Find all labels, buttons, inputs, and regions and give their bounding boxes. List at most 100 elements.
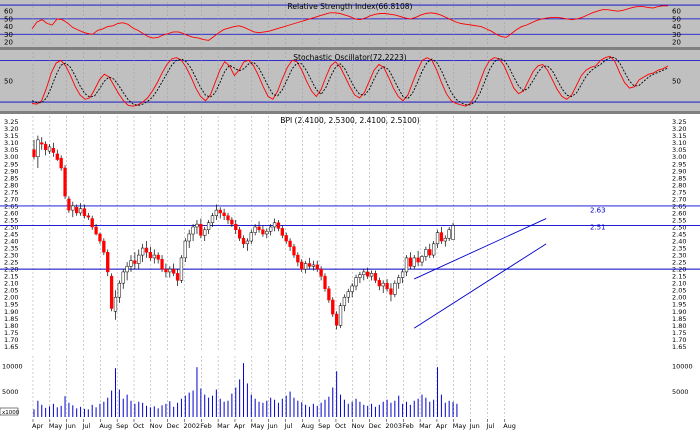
x-axis-background bbox=[0, 419, 700, 430]
candle-body bbox=[113, 296, 118, 312]
y-tick-label: 2.00 bbox=[4, 294, 18, 302]
y-tick-label: 50 bbox=[672, 78, 681, 86]
candle bbox=[416, 250, 420, 267]
y-tick-label: 2.45 bbox=[4, 231, 18, 239]
candle-body bbox=[354, 277, 358, 287]
candle bbox=[237, 226, 242, 242]
candle-body bbox=[230, 219, 234, 225]
y-tick-label: 2.55 bbox=[4, 216, 18, 224]
rsi-series bbox=[31, 5, 668, 41]
candle bbox=[296, 252, 300, 267]
candle-body bbox=[195, 223, 199, 228]
annotation-label: 2.51 bbox=[590, 224, 606, 232]
candle-body bbox=[191, 226, 195, 235]
y-tick-label: 2.30 bbox=[672, 252, 686, 260]
candle-body bbox=[276, 222, 281, 229]
y-tick-label: 20 bbox=[672, 38, 681, 46]
candle-body bbox=[272, 222, 277, 228]
y-tick-label: 2.80 bbox=[4, 181, 18, 189]
candle bbox=[71, 201, 75, 218]
x-tick-label: 2003 bbox=[385, 422, 402, 430]
candle-body bbox=[187, 233, 191, 242]
candle-body bbox=[78, 208, 83, 214]
x-tick-label: Aug bbox=[503, 422, 516, 430]
x-tick-label: Jun bbox=[469, 422, 480, 430]
y-tick-label: 1.80 bbox=[672, 322, 686, 330]
candle bbox=[32, 139, 36, 160]
volume-unit-label: x1000 bbox=[2, 410, 20, 416]
y-tick-label: 2.20 bbox=[4, 266, 18, 274]
x-tick-label: Jul bbox=[283, 422, 292, 430]
candle-body bbox=[183, 240, 187, 259]
rsi-reference-lines bbox=[0, 4, 700, 35]
candle-body bbox=[257, 226, 261, 231]
candle bbox=[214, 204, 219, 220]
candle bbox=[342, 294, 347, 312]
candle-body bbox=[439, 232, 444, 242]
candle-body bbox=[203, 229, 207, 236]
x-tick-label: Mar bbox=[217, 422, 230, 430]
candle bbox=[113, 290, 118, 320]
candle-body bbox=[253, 226, 257, 233]
stochastic-axis-ticks: 50 50 bbox=[4, 78, 681, 86]
candle bbox=[346, 288, 350, 303]
trend-line bbox=[413, 243, 547, 329]
candle-body bbox=[311, 264, 316, 267]
y-tick-label: 2.75 bbox=[672, 188, 686, 196]
y-tick-label: 5000 bbox=[672, 388, 689, 396]
x-tick-label: Jul bbox=[81, 422, 90, 430]
candle-body bbox=[152, 254, 156, 259]
candle-body bbox=[175, 273, 180, 281]
y-tick-label: 2.25 bbox=[672, 259, 686, 267]
candle-body bbox=[63, 167, 67, 197]
y-tick-label: 2.25 bbox=[4, 259, 18, 267]
series-line bbox=[31, 57, 669, 106]
candle bbox=[226, 212, 230, 225]
candle bbox=[63, 165, 67, 199]
candle bbox=[210, 212, 215, 227]
y-tick-label: 40 bbox=[4, 23, 13, 31]
y-tick-label: 2.50 bbox=[672, 223, 686, 231]
y-tick-label: 2.85 bbox=[672, 174, 686, 182]
y-tick-label: 2.10 bbox=[4, 280, 18, 288]
y-tick-label: 2.35 bbox=[4, 245, 18, 253]
candle-body bbox=[117, 282, 122, 298]
panel-divider bbox=[0, 47, 700, 50]
y-tick-label: 2.30 bbox=[4, 252, 18, 260]
candle bbox=[311, 260, 316, 271]
y-tick-label: 2.95 bbox=[4, 160, 18, 168]
panel-divider bbox=[0, 111, 700, 114]
x-tick-label: Feb bbox=[200, 422, 212, 430]
candle-body bbox=[269, 226, 273, 232]
candle bbox=[156, 252, 160, 264]
y-tick-label: 60 bbox=[4, 8, 13, 16]
rsi-vertical-grid bbox=[32, 2, 505, 45]
price-horizontal-lines bbox=[0, 205, 700, 270]
candle bbox=[435, 229, 440, 249]
candle bbox=[78, 203, 83, 216]
candle bbox=[292, 243, 296, 258]
candle-body bbox=[129, 260, 133, 267]
candle bbox=[133, 252, 137, 270]
candle bbox=[373, 270, 378, 284]
x-tick-label: Feb bbox=[402, 422, 414, 430]
candle bbox=[183, 238, 187, 263]
y-tick-label: 1.95 bbox=[4, 301, 18, 309]
y-tick-label: 2.00 bbox=[672, 294, 686, 302]
candle-body bbox=[451, 225, 455, 240]
candle-body bbox=[358, 274, 362, 278]
y-tick-label: 2.45 bbox=[672, 231, 686, 239]
candle bbox=[90, 215, 94, 230]
candle bbox=[234, 219, 238, 234]
candle bbox=[203, 226, 207, 242]
x-tick-label: Oct bbox=[133, 422, 145, 430]
x-tick-label: Dec bbox=[369, 422, 382, 430]
y-tick-label: 3.15 bbox=[672, 132, 686, 140]
candle-body bbox=[109, 275, 114, 309]
candle bbox=[230, 217, 234, 227]
candle-body bbox=[210, 215, 215, 224]
y-tick-label: 2.85 bbox=[4, 174, 18, 182]
candle bbox=[428, 243, 432, 258]
candle bbox=[362, 269, 366, 281]
candle-body bbox=[245, 240, 250, 245]
